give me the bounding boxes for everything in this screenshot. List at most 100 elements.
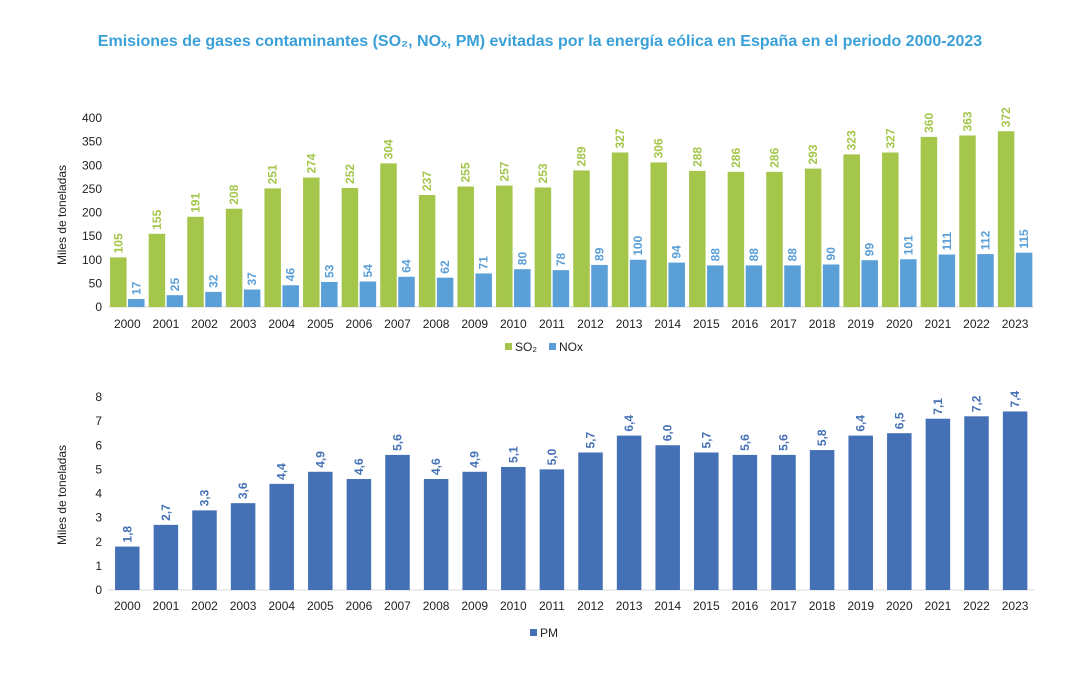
- x-tick-label: 2010: [500, 317, 527, 331]
- data-label: 1,8: [120, 526, 134, 543]
- data-label: 4,9: [313, 451, 327, 468]
- data-label: 286: [729, 148, 743, 168]
- bar-pm: [655, 445, 680, 590]
- bar-pm: [887, 433, 912, 590]
- data-label: 112: [979, 230, 993, 250]
- bar-nox: [282, 285, 299, 307]
- data-label: 6,5: [892, 412, 906, 429]
- data-label: 360: [922, 113, 936, 133]
- data-label: 5,0: [545, 448, 559, 465]
- y-axis-title: Miles de toneladas: [55, 445, 69, 545]
- bar-so2: [689, 170, 706, 307]
- data-label: 5,1: [506, 446, 520, 463]
- x-tick-label: 2009: [461, 599, 488, 613]
- x-tick-label: 2018: [809, 317, 836, 331]
- data-label: 3,3: [198, 489, 212, 506]
- data-label: 37: [245, 272, 259, 286]
- data-label: 5,8: [815, 429, 829, 446]
- y-tick-label: 0: [95, 583, 102, 597]
- bar-pm: [346, 479, 372, 590]
- x-tick-label: 2016: [732, 599, 759, 613]
- data-label: 2,7: [159, 504, 173, 521]
- data-label: 293: [806, 144, 820, 164]
- x-tick-label: 2018: [809, 599, 836, 613]
- bar-so2: [418, 195, 436, 307]
- data-label: 327: [613, 128, 627, 148]
- x-tick-label: 2009: [461, 317, 488, 331]
- bar-so2: [187, 216, 204, 307]
- bar-so2: [341, 187, 359, 307]
- x-tick-label: 2023: [1002, 599, 1029, 613]
- data-label: 88: [786, 248, 800, 262]
- y-tick-label: 150: [82, 229, 102, 243]
- x-tick-label: 2014: [654, 317, 681, 331]
- bar-so2: [882, 152, 899, 307]
- bar-so2: [727, 171, 745, 307]
- y-tick-label: 3: [95, 511, 102, 525]
- x-tick-label: 2011: [539, 317, 565, 331]
- bar-nox: [668, 262, 685, 307]
- x-tick-label: 2002: [191, 599, 218, 613]
- x-tick-label: 2022: [963, 599, 990, 613]
- data-label: 111: [940, 232, 954, 251]
- data-label: 99: [863, 243, 877, 257]
- bar-pm: [192, 510, 217, 590]
- bar-so2: [920, 136, 938, 307]
- data-label: 7,2: [970, 395, 984, 412]
- bar-pm: [925, 418, 951, 590]
- bar-nox: [591, 264, 608, 307]
- bar-pm: [771, 454, 796, 590]
- legend-swatch: [530, 629, 537, 636]
- bar-pm: [230, 503, 256, 590]
- x-tick-label: 2003: [230, 599, 257, 613]
- bar-nox: [243, 289, 261, 307]
- data-label: 5,7: [699, 431, 713, 448]
- data-label: 88: [747, 248, 761, 262]
- data-label: 5,6: [777, 434, 791, 451]
- data-label: 363: [961, 111, 975, 131]
- y-tick-label: 7: [95, 414, 102, 428]
- data-label: 71: [477, 256, 491, 270]
- data-label: 237: [420, 171, 434, 191]
- y-tick-label: 2: [95, 535, 102, 549]
- x-tick-label: 2021: [925, 317, 952, 331]
- bar-pm: [501, 466, 526, 590]
- bar-nox: [552, 270, 570, 307]
- legend-swatch: [505, 343, 512, 350]
- bar-pm: [153, 524, 179, 590]
- x-tick-label: 2017: [770, 599, 797, 613]
- data-label: 100: [631, 235, 645, 255]
- data-label: 94: [670, 245, 684, 259]
- x-tick-label: 2005: [307, 599, 334, 613]
- data-label: 7,1: [931, 398, 945, 415]
- data-label: 253: [536, 163, 550, 183]
- bar-nox: [707, 265, 724, 307]
- data-label: 3,6: [236, 482, 250, 499]
- data-label: 304: [382, 139, 396, 159]
- bar-so2: [650, 162, 667, 307]
- y-tick-label: 200: [82, 206, 102, 220]
- bar-so2: [959, 135, 976, 307]
- x-tick-label: 2017: [770, 317, 797, 331]
- x-tick-label: 2004: [268, 317, 295, 331]
- x-tick-label: 2003: [230, 317, 257, 331]
- data-label: 327: [883, 128, 897, 148]
- x-tick-label: 2012: [577, 317, 604, 331]
- x-tick-label: 2007: [384, 599, 411, 613]
- y-tick-label: 6: [95, 438, 102, 452]
- y-axis-title: Miles de toneladas: [55, 165, 69, 265]
- x-tick-label: 2000: [114, 317, 141, 331]
- x-tick-label: 2015: [693, 599, 720, 613]
- y-tick-label: 1: [95, 559, 102, 573]
- data-label: 255: [459, 162, 473, 182]
- bar-nox: [475, 273, 492, 307]
- bar-so2: [573, 170, 590, 307]
- bar-so2: [148, 233, 166, 307]
- bar-pm: [462, 471, 487, 590]
- y-tick-label: 250: [82, 182, 102, 196]
- bar-pm: [269, 483, 294, 590]
- data-label: 25: [168, 278, 182, 292]
- data-label: 323: [845, 130, 859, 150]
- bar-nox: [1015, 252, 1033, 307]
- bar-so2: [110, 257, 127, 307]
